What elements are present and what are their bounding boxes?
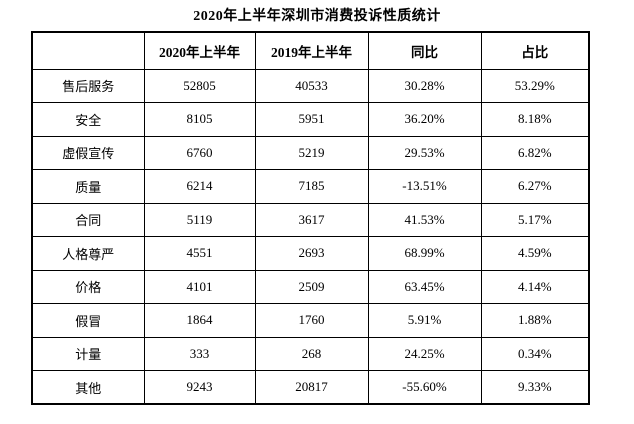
- yoy-cell: 36.20%: [367, 102, 482, 137]
- share-cell: 5.17%: [480, 202, 590, 237]
- share-cell: 6.82%: [480, 135, 590, 170]
- value-2020-cell: 4551: [143, 236, 256, 271]
- yoy-cell: 30.28%: [367, 68, 482, 103]
- value-2020-cell: 9243: [143, 370, 256, 405]
- value-2019-cell: 20817: [254, 370, 369, 405]
- value-2019-cell: 5219: [254, 135, 369, 170]
- header-cell-category: [31, 31, 145, 70]
- row-label-cell: 其他: [31, 370, 145, 405]
- header-cell-2019-h1: 2019年上半年: [254, 31, 369, 70]
- yoy-cell: 68.99%: [367, 236, 482, 271]
- yoy-cell: -13.51%: [367, 169, 482, 204]
- yoy-cell: -55.60%: [367, 370, 482, 405]
- table-row: 其他 9243 20817 -55.60% 9.33%: [31, 370, 590, 405]
- row-label-cell: 人格尊严: [31, 236, 145, 271]
- value-2020-cell: 6214: [143, 169, 256, 204]
- row-label-cell: 计量: [31, 336, 145, 371]
- yoy-cell: 41.53%: [367, 202, 482, 237]
- row-label-cell: 合同: [31, 202, 145, 237]
- table-row: 虚假宣传 6760 5219 29.53% 6.82%: [31, 135, 590, 170]
- share-cell: 8.18%: [480, 102, 590, 137]
- share-cell: 6.27%: [480, 169, 590, 204]
- row-label-cell: 价格: [31, 269, 145, 304]
- header-cell-share: 占比: [480, 31, 590, 70]
- value-2020-cell: 6760: [143, 135, 256, 170]
- yoy-cell: 63.45%: [367, 269, 482, 304]
- yoy-cell: 5.91%: [367, 303, 482, 338]
- value-2019-cell: 3617: [254, 202, 369, 237]
- share-cell: 4.59%: [480, 236, 590, 271]
- table-row: 售后服务 52805 40533 30.28% 53.29%: [31, 68, 590, 103]
- page-title: 2020年上半年深圳市消费投诉性质统计: [193, 9, 441, 24]
- header-cell-yoy: 同比: [367, 31, 482, 70]
- value-2019-cell: 2509: [254, 269, 369, 304]
- table-row: 合同 5119 3617 41.53% 5.17%: [31, 202, 590, 237]
- row-label-cell: 安全: [31, 102, 145, 137]
- table-row: 人格尊严 4551 2693 68.99% 4.59%: [31, 236, 590, 271]
- value-2020-cell: 5119: [143, 202, 256, 237]
- table-row: 价格 4101 2509 63.45% 4.14%: [31, 269, 590, 304]
- value-2019-cell: 7185: [254, 169, 369, 204]
- value-2020-cell: 52805: [143, 68, 256, 103]
- share-cell: 1.88%: [480, 303, 590, 338]
- row-label-cell: 售后服务: [31, 68, 145, 103]
- share-cell: 9.33%: [480, 370, 590, 405]
- table-row: 质量 6214 7185 -13.51% 6.27%: [31, 169, 590, 204]
- table-header-row: 2020年上半年 2019年上半年 同比 占比: [31, 31, 590, 70]
- value-2019-cell: 40533: [254, 68, 369, 103]
- value-2019-cell: 2693: [254, 236, 369, 271]
- value-2020-cell: 4101: [143, 269, 256, 304]
- value-2019-cell: 268: [254, 336, 369, 371]
- value-2019-cell: 1760: [254, 303, 369, 338]
- row-label-cell: 假冒: [31, 303, 145, 338]
- share-cell: 0.34%: [480, 336, 590, 371]
- yoy-cell: 29.53%: [367, 135, 482, 170]
- value-2020-cell: 1864: [143, 303, 256, 338]
- yoy-cell: 24.25%: [367, 336, 482, 371]
- table-row: 假冒 1864 1760 5.91% 1.88%: [31, 303, 590, 338]
- share-cell: 53.29%: [480, 68, 590, 103]
- value-2019-cell: 5951: [254, 102, 369, 137]
- value-2020-cell: 8105: [143, 102, 256, 137]
- header-cell-2020-h1: 2020年上半年: [143, 31, 256, 70]
- value-2020-cell: 333: [143, 336, 256, 371]
- stats-table: 2020年上半年 2019年上半年 同比 占比 售后服务 52805 40533 30…: [31, 31, 590, 405]
- table-row: 安全 8105 5951 36.20% 8.18%: [31, 102, 590, 137]
- table-row: 计量 333 268 24.25% 0.34%: [31, 336, 590, 371]
- row-label-cell: 虚假宣传: [31, 135, 145, 170]
- row-label-cell: 质量: [31, 169, 145, 204]
- share-cell: 4.14%: [480, 269, 590, 304]
